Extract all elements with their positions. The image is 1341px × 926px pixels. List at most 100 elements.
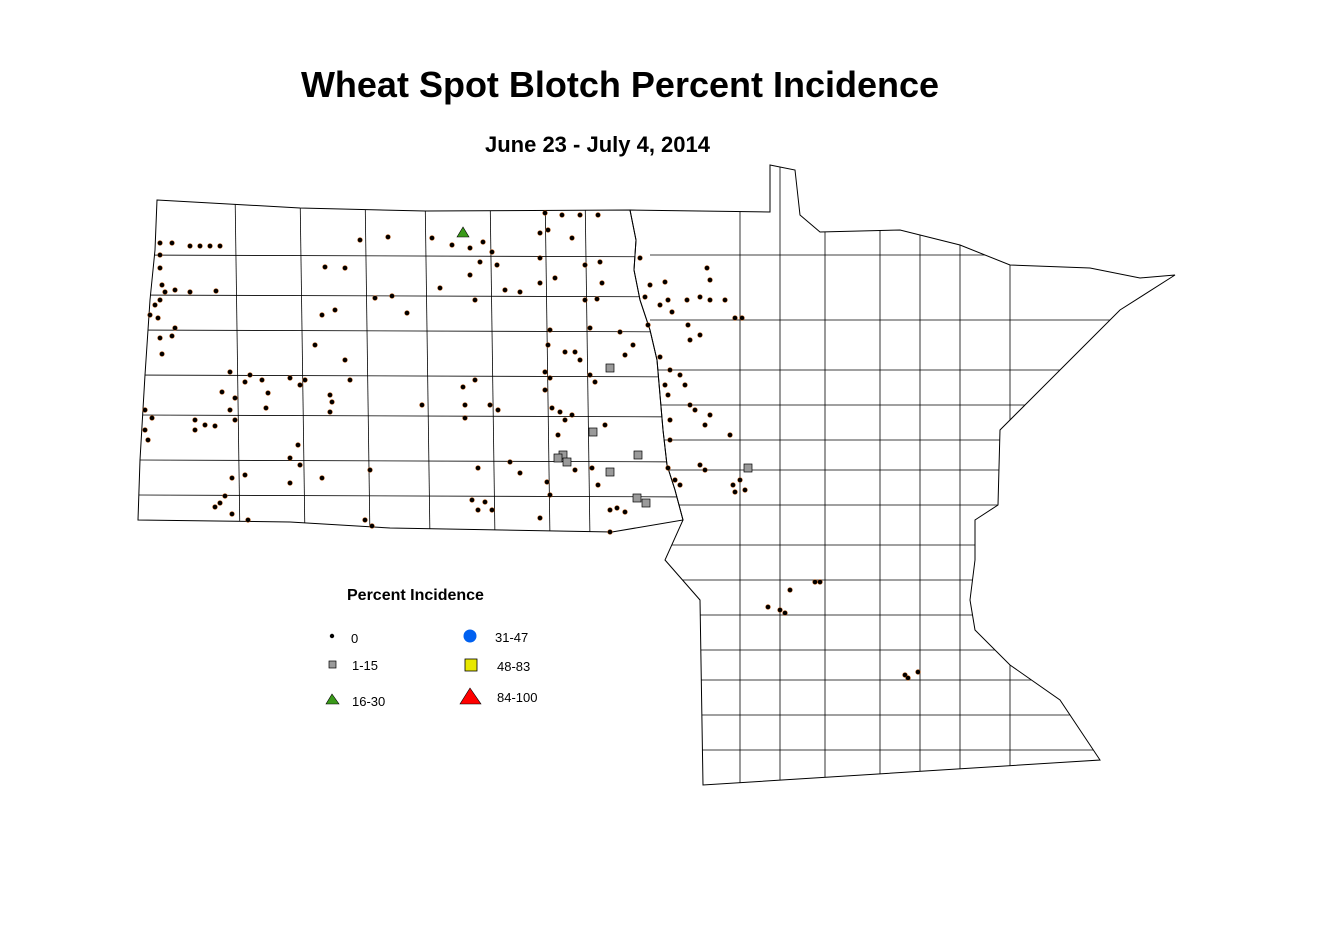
point-0 — [245, 517, 251, 523]
point-0 — [367, 467, 373, 473]
point-0 — [342, 265, 348, 271]
point-0 — [302, 377, 308, 383]
point-0 — [172, 325, 178, 331]
point-0 — [297, 382, 303, 388]
point-0 — [467, 245, 473, 251]
point-0 — [684, 297, 690, 303]
point-0 — [555, 432, 561, 438]
point-0 — [404, 310, 410, 316]
point-0 — [369, 523, 375, 529]
point-0 — [192, 417, 198, 423]
point-0 — [737, 477, 743, 483]
legend-label-16-30: 16-30 — [352, 694, 386, 709]
point-0 — [155, 315, 161, 321]
point-0 — [537, 515, 543, 521]
point-0 — [342, 357, 348, 363]
point-16-30 — [456, 226, 470, 238]
point-0 — [157, 252, 163, 258]
point-0 — [657, 354, 663, 360]
point-0 — [142, 427, 148, 433]
point-0 — [494, 262, 500, 268]
point-0 — [207, 243, 213, 249]
point-0 — [657, 302, 663, 308]
point-1-15 — [743, 463, 753, 473]
point-0 — [287, 455, 293, 461]
point-0 — [547, 492, 553, 498]
point-0 — [542, 369, 548, 375]
point-0 — [707, 412, 713, 418]
county-line — [489, 200, 496, 532]
point-0 — [817, 579, 823, 585]
point-0 — [517, 470, 523, 476]
point-0 — [287, 480, 293, 486]
point-0 — [594, 296, 600, 302]
point-0 — [622, 352, 628, 358]
legend-label-84-100: 84-100 — [497, 690, 538, 705]
point-0 — [582, 297, 588, 303]
legend-circle-31-47 — [463, 629, 477, 643]
point-0 — [157, 265, 163, 271]
point-0 — [172, 287, 178, 293]
nd-county-lines — [138, 200, 683, 532]
point-0 — [812, 579, 818, 585]
point-0 — [429, 235, 435, 241]
point-0 — [319, 312, 325, 318]
point-0 — [329, 399, 335, 405]
point-0 — [202, 422, 208, 428]
point-0 — [157, 240, 163, 246]
point-0 — [385, 234, 391, 240]
point-0 — [419, 402, 425, 408]
point-0 — [517, 289, 523, 295]
point-0 — [622, 509, 628, 515]
point-0 — [217, 243, 223, 249]
point-1-15 — [588, 427, 598, 437]
point-0 — [537, 280, 543, 286]
point-0 — [542, 387, 548, 393]
point-0 — [637, 255, 643, 261]
point-0 — [597, 259, 603, 265]
point-0 — [157, 335, 163, 341]
point-0 — [157, 297, 163, 303]
point-0 — [159, 282, 165, 288]
point-0 — [159, 351, 165, 357]
legend-symbols — [325, 629, 482, 705]
point-0 — [587, 325, 593, 331]
point-0 — [472, 297, 478, 303]
legend-label-48-83: 48-83 — [497, 659, 531, 674]
county-line — [138, 254, 683, 258]
point-0 — [475, 465, 481, 471]
point-0 — [242, 379, 248, 385]
point-0 — [572, 467, 578, 473]
point-0 — [599, 280, 605, 286]
point-0 — [212, 423, 218, 429]
point-0 — [562, 417, 568, 423]
point-0 — [152, 302, 158, 308]
point-0 — [319, 475, 325, 481]
point-0 — [297, 462, 303, 468]
point-0 — [162, 289, 168, 295]
point-0 — [614, 505, 620, 511]
map-title: Wheat Spot Blotch Percent Incidence — [300, 64, 940, 105]
point-0 — [537, 230, 543, 236]
point-0 — [187, 289, 193, 295]
point-1-15 — [553, 453, 563, 463]
point-0 — [232, 417, 238, 423]
point-0 — [247, 372, 253, 378]
point-0 — [147, 312, 153, 318]
point-0 — [502, 287, 508, 293]
county-line — [424, 200, 431, 532]
point-0 — [677, 482, 683, 488]
point-0 — [607, 529, 613, 535]
county-line — [584, 200, 591, 532]
point-0 — [312, 342, 318, 348]
point-0 — [469, 497, 475, 503]
point-0 — [542, 210, 548, 216]
point-0 — [704, 265, 710, 271]
point-0 — [577, 212, 583, 218]
point-0 — [462, 402, 468, 408]
point-1-15 — [562, 457, 572, 467]
point-0 — [545, 342, 551, 348]
point-0 — [357, 237, 363, 243]
point-0 — [263, 405, 269, 411]
point-0 — [322, 264, 328, 270]
